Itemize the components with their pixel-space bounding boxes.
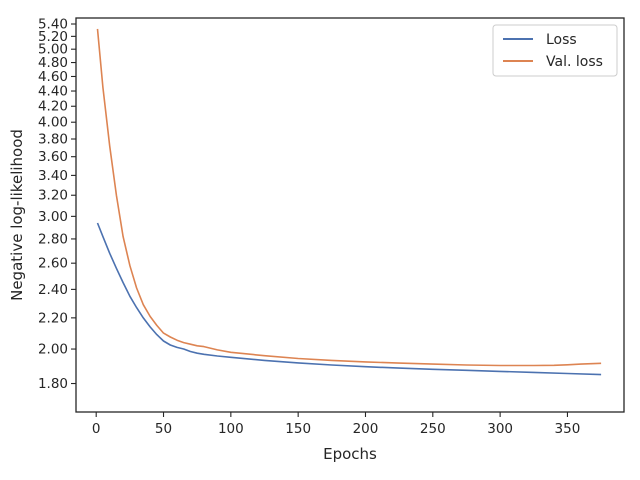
series-layer <box>96 28 602 376</box>
x-tick-label: 350 <box>555 421 581 437</box>
legend-label-val-loss: Val. loss <box>546 54 603 70</box>
plot-frame <box>75 17 625 413</box>
series-line-val-loss <box>96 28 602 367</box>
y-tick-label: 5.20 <box>38 29 68 45</box>
x-tick-label: 300 <box>487 421 513 437</box>
x-tick-label: 200 <box>353 421 379 437</box>
y-tick-label: 5.00 <box>38 42 68 58</box>
y-tick-label: 4.40 <box>38 84 68 100</box>
y-tick-label: 2.20 <box>38 310 68 326</box>
x-tick-label: 150 <box>285 421 311 437</box>
x-tick-label: 50 <box>155 421 172 437</box>
y-axis: 1.80 2.00 2.20 2.40 2.60 2.80 3.00 3.20 3.40 3.60… <box>38 17 76 392</box>
y-tick-label: 4.00 <box>38 115 68 131</box>
y-tick-label: 2.80 <box>38 231 68 247</box>
y-axis-label: Negative log-likelihood <box>8 129 26 301</box>
y-tick-label: 5.40 <box>38 17 68 33</box>
y-tick-label: 3.00 <box>38 209 68 225</box>
y-tick-label: 4.60 <box>38 69 68 85</box>
y-tick-label: 2.60 <box>38 256 68 272</box>
y-tick-label: 1.80 <box>38 376 68 392</box>
series-line-loss <box>96 222 602 376</box>
y-tick-label: 2.00 <box>38 342 68 358</box>
legend: Loss Val. loss <box>492 24 618 77</box>
y-tick-label: 3.40 <box>38 168 68 184</box>
x-tick-label: 0 <box>92 421 101 437</box>
y-tick-label: 3.60 <box>38 149 68 165</box>
legend-label-loss: Loss <box>546 32 577 48</box>
x-axis: 0 50 100 150 200 250 300 350 <box>92 412 580 437</box>
y-tick-label: 3.20 <box>38 188 68 204</box>
x-tick-label: 250 <box>420 421 446 437</box>
y-tick-label: 2.40 <box>38 282 68 298</box>
y-tick-label: 3.80 <box>38 131 68 147</box>
legend-box <box>492 24 618 77</box>
y-tick-label: 4.20 <box>38 99 68 115</box>
x-axis-label: Epochs <box>323 445 377 463</box>
y-tick-label: 4.80 <box>38 55 68 71</box>
x-tick-label: 100 <box>218 421 244 437</box>
